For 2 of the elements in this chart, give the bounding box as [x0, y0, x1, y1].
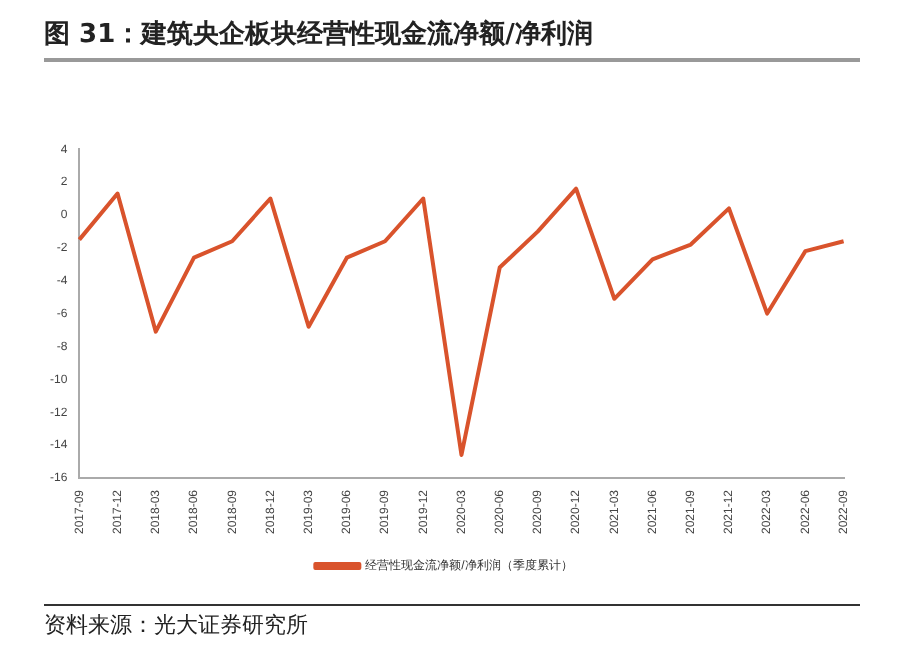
text: 资料来源：光大证券研究所 — [44, 604, 860, 640]
chart-title: 图 31：建筑央企板块经营性现金流净额/净利润 — [44, 16, 860, 62]
